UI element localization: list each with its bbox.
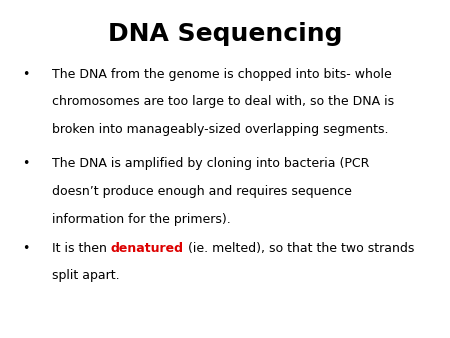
Text: chromosomes are too large to deal with, so the DNA is: chromosomes are too large to deal with, … bbox=[52, 95, 394, 108]
Text: •: • bbox=[22, 157, 30, 170]
Text: (ie. melted), so that the two strands: (ie. melted), so that the two strands bbox=[184, 242, 414, 255]
Text: •: • bbox=[22, 242, 30, 255]
Text: doesn’t produce enough and requires sequence: doesn’t produce enough and requires sequ… bbox=[52, 185, 351, 198]
Text: The DNA from the genome is chopped into bits- whole: The DNA from the genome is chopped into … bbox=[52, 68, 392, 80]
Text: •: • bbox=[22, 68, 30, 80]
Text: The DNA is amplified by cloning into bacteria (PCR: The DNA is amplified by cloning into bac… bbox=[52, 157, 369, 170]
Text: DNA Sequencing: DNA Sequencing bbox=[108, 22, 342, 46]
Text: split apart.: split apart. bbox=[52, 269, 119, 282]
Text: denatured: denatured bbox=[111, 242, 184, 255]
Text: It is then: It is then bbox=[52, 242, 111, 255]
Text: information for the primers).: information for the primers). bbox=[52, 213, 230, 225]
Text: broken into manageably-sized overlapping segments.: broken into manageably-sized overlapping… bbox=[52, 123, 388, 136]
